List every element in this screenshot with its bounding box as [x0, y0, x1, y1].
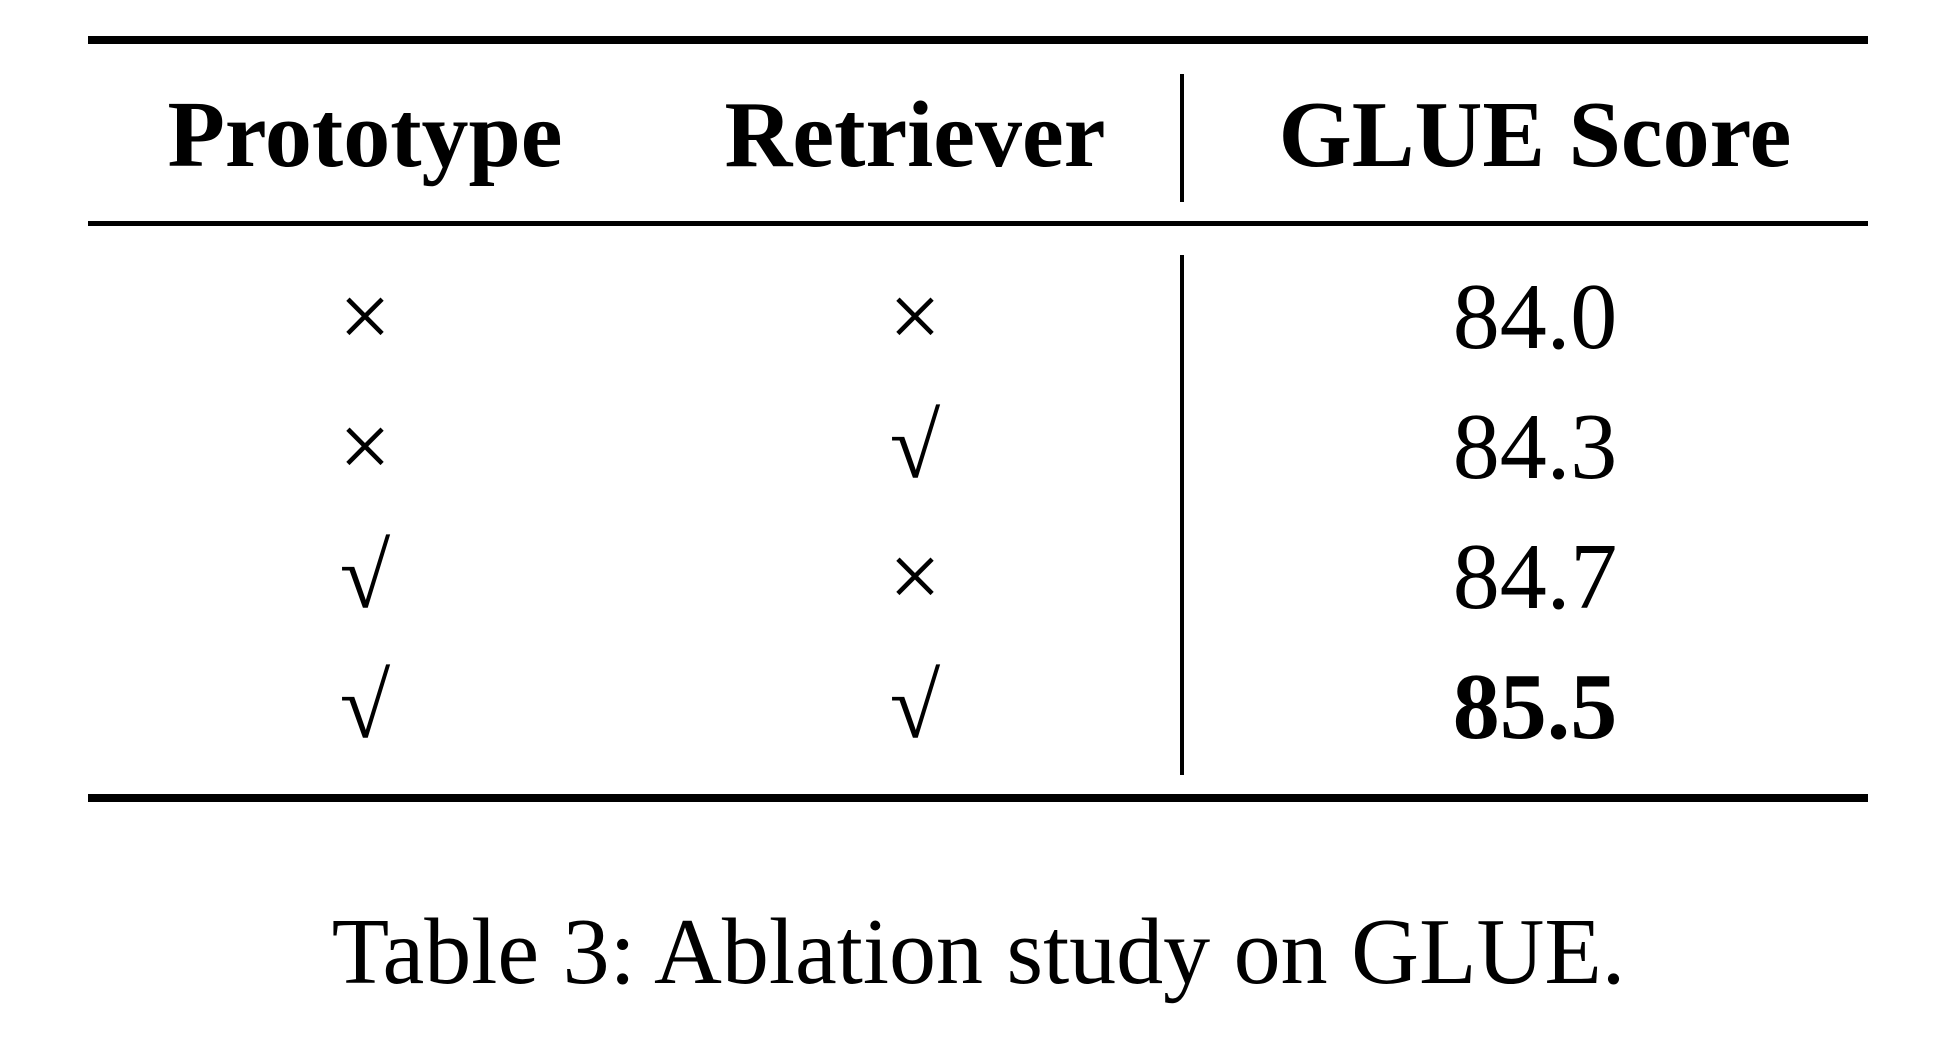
- table-bottom-rule: [88, 794, 1868, 802]
- header-prototype: Prototype: [167, 83, 563, 187]
- row4-glue-score-best: 85.5: [1452, 655, 1618, 759]
- row1-glue-score: 84.0: [1452, 265, 1618, 369]
- row2-glue-score: 84.3: [1452, 395, 1618, 499]
- table-caption: Table 3: Ablation study on GLUE.: [331, 900, 1626, 1004]
- row2-retriever-mark: √: [889, 395, 941, 497]
- row1-retriever-mark: ×: [889, 265, 941, 367]
- row3-prototype-mark: √: [339, 525, 391, 627]
- row4-retriever-mark: √: [889, 655, 941, 757]
- header-glue-score: GLUE Score: [1278, 83, 1792, 187]
- row3-glue-score: 84.7: [1452, 525, 1618, 629]
- row1-prototype-mark: ×: [339, 265, 391, 367]
- header-retriever: Retriever: [724, 83, 1106, 187]
- table-top-rule: [88, 36, 1868, 44]
- table-header-rule: [88, 221, 1868, 226]
- row2-prototype-mark: ×: [339, 395, 391, 497]
- body-column-divider: [1180, 255, 1184, 775]
- header-column-divider: [1180, 74, 1184, 202]
- row3-retriever-mark: ×: [889, 525, 941, 627]
- row4-prototype-mark: √: [339, 655, 391, 757]
